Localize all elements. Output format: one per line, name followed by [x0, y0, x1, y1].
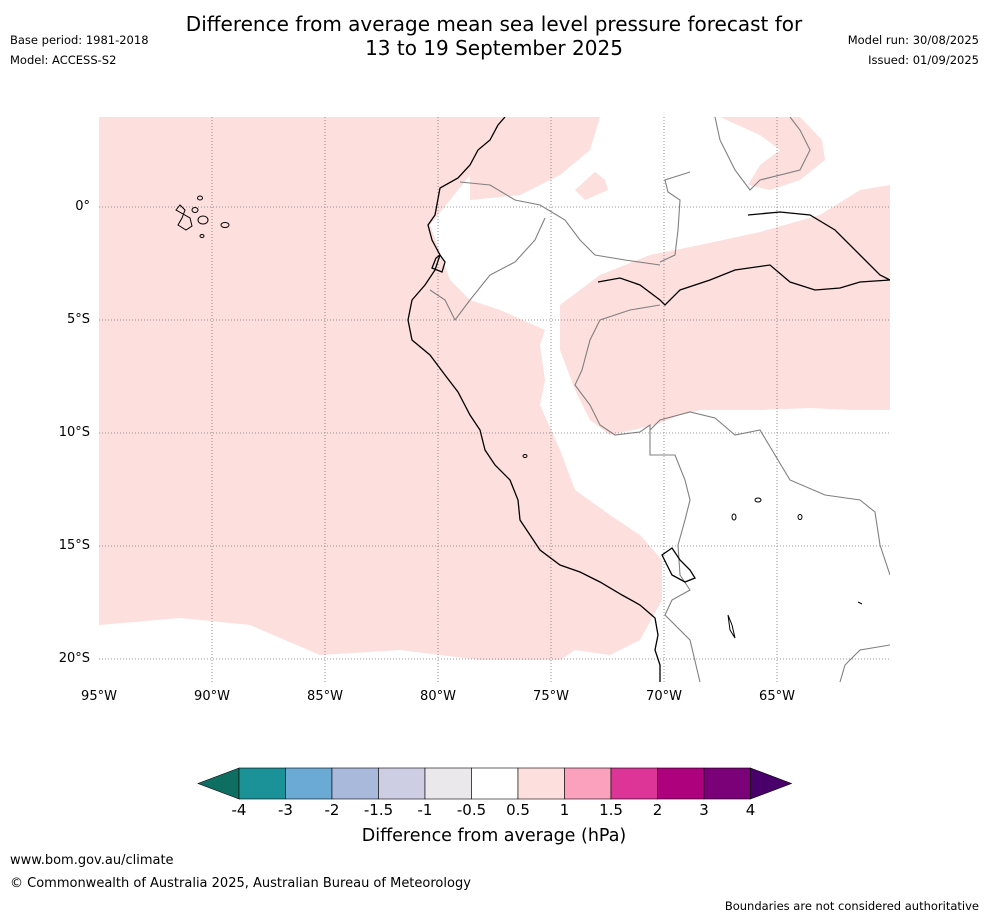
colorbar-tick-label: 1	[559, 801, 570, 819]
colorbar-segment	[657, 767, 705, 800]
colorbar-segment	[610, 767, 658, 800]
lat-label-20s: 20°S	[58, 651, 90, 666]
colorbar-tick-label: -4	[231, 801, 247, 819]
model-run: Model run: 30/08/2025	[847, 33, 979, 47]
model-name: Model: ACCESS-S2	[10, 53, 117, 67]
colorbar-segment	[378, 767, 426, 800]
border-ecuador-peru	[429, 217, 546, 322]
coastlines	[407, 117, 890, 682]
base-period: Base period: 1981-2018	[10, 33, 149, 47]
anomaly-region-west	[99, 117, 662, 660]
lake-small-3	[731, 513, 737, 521]
anomaly-region-north	[470, 117, 600, 200]
title-line-2: 13 to 19 September 2025	[365, 36, 623, 60]
colorbar-segment	[471, 767, 519, 800]
island-santiago	[191, 207, 199, 213]
title-line-1: Difference from average mean sea level p…	[185, 12, 803, 36]
lake-small-5	[522, 454, 528, 458]
border-peru-brazil	[574, 304, 691, 546]
colorbar-extend-low	[197, 767, 240, 800]
border-paraguay	[839, 644, 890, 682]
colorbar-tick-label: -3	[278, 801, 293, 819]
lon-label-95w: 95°W	[81, 689, 117, 704]
colorbar-segment	[564, 767, 612, 800]
colorbar-tick-label: -1	[417, 801, 433, 819]
lon-label-65w: 65°W	[759, 689, 795, 704]
lake-small-4	[797, 514, 803, 520]
island-isabela	[175, 204, 193, 231]
meta-right: Model run: 30/08/2025 Issued: 01/09/2025	[848, 33, 979, 73]
chart-title: Difference from average mean sea level p…	[0, 12, 988, 60]
anomaly-region-east	[560, 185, 890, 435]
colorbar-tick-label: 4	[745, 801, 756, 819]
colorbar-tick-label: -1.5	[363, 801, 394, 819]
small-lakes	[522, 454, 863, 639]
island-pinta	[197, 195, 203, 201]
lat-label-5s: 5°S	[66, 312, 90, 327]
anomaly-region-northeast	[720, 117, 825, 190]
coast-pacific	[407, 117, 661, 682]
anomaly-region-small	[575, 172, 608, 200]
lon-label-70w: 70°W	[646, 689, 682, 704]
footer-url[interactable]: www.bom.gov.au/climate	[10, 853, 174, 868]
island-santa-cruz	[197, 215, 209, 225]
colorbar-tick-label: -2	[324, 801, 340, 819]
lon-label-80w: 80°W	[420, 689, 456, 704]
colorbar-tick-label: 0.5	[506, 801, 530, 819]
lat-label-10s: 10°S	[58, 425, 90, 440]
colorbar-title: Difference from average (hPa)	[361, 826, 627, 846]
meta-left: Base period: 1981-2018 Model: ACCESS-S2	[10, 33, 149, 73]
border-bolivia-chile	[664, 544, 701, 682]
lat-label-15s: 15°S	[58, 538, 90, 553]
colorbar-segment	[285, 767, 333, 800]
lake-titicaca	[661, 547, 696, 583]
colorbar-extend-high	[750, 767, 793, 800]
colorbar-segment	[238, 767, 286, 800]
colorbar-segment	[517, 767, 565, 800]
island-san-cristobal	[220, 222, 230, 228]
footer-copyright: © Commonwealth of Australia 2025, Austra…	[10, 876, 471, 891]
border-colombia-ecuador	[459, 181, 661, 266]
colorbar-tick-label: -0.5	[456, 801, 487, 819]
lake-small-1	[727, 614, 736, 639]
coast-gulf-guayaquil	[431, 254, 446, 273]
border-venezuela	[714, 117, 811, 191]
issued-date: Issued: 01/09/2025	[868, 53, 979, 67]
lake-small-2	[754, 497, 762, 503]
lon-label-85w: 85°W	[307, 689, 343, 704]
lat-label-0: 0°	[75, 199, 90, 214]
colorbar-tick-label: 2	[652, 801, 663, 819]
river-north	[747, 211, 890, 281]
colorbar-tick-label: 3	[699, 801, 709, 819]
gridlines	[99, 117, 890, 682]
footer-note: Boundaries are not considered authoritat…	[724, 899, 979, 913]
colorbar-tick-label: 1.5	[599, 801, 623, 819]
lon-label-75w: 75°W	[533, 689, 569, 704]
colorbar-segment	[424, 767, 472, 800]
river-amazon	[597, 264, 890, 306]
colorbar-segment	[331, 767, 379, 800]
border-bolivia-brazil	[649, 411, 890, 576]
lon-label-90w: 90°W	[194, 689, 230, 704]
colorbar-segment	[703, 767, 751, 800]
country-borders	[429, 117, 890, 682]
border-colombia-brazil	[659, 171, 691, 263]
map-area	[99, 117, 890, 682]
colorbar	[197, 767, 793, 800]
galapagos-islands	[175, 195, 230, 238]
island-espanola	[199, 234, 205, 238]
lake-small-6	[857, 601, 863, 605]
